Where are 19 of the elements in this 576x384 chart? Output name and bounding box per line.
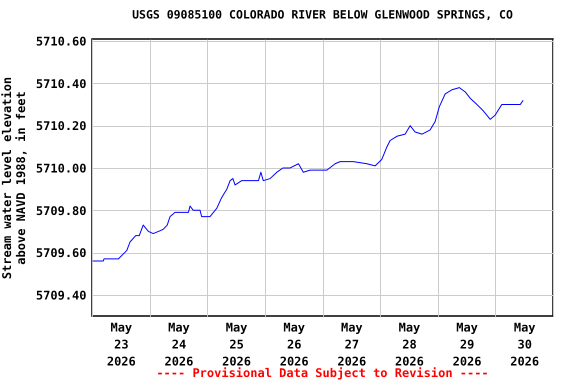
x-tick-label: May 28 2026: [394, 320, 424, 368]
y-tick-label: 5709.80: [36, 204, 86, 218]
x-tick-label: May 26 2026: [280, 320, 309, 368]
chart-title: USGS 09085100 COLORADO RIVER BELOW GLENWOOD SPRINGS, CO: [132, 8, 513, 22]
x-tick-label: May 23 2026: [106, 320, 136, 368]
y-tick-label: 5709.40: [36, 288, 86, 302]
y-tick-label: 5710.00: [36, 161, 86, 176]
x-tick-label: May 24 2026: [164, 320, 194, 368]
x-tick-label: May 30 2026: [510, 320, 540, 368]
x-tick-label: May 25 2026: [222, 320, 252, 368]
x-tick-label: May 29 2026: [452, 320, 482, 368]
line-series: [92, 87, 524, 262]
y-axis-title: Stream water level elevation above NAVD 1988, in feet: [0, 76, 28, 280]
y-tick-label: 5710.40: [36, 76, 86, 91]
text: ---- Provisional Data Subject to Revision ----: [156, 366, 489, 380]
y-tick-label: 5710.20: [36, 119, 86, 134]
x-tick-label: May 27 2026: [337, 320, 366, 368]
y-tick-label: 5710.60: [36, 34, 86, 49]
y-tick-label: 5709.60: [36, 246, 86, 260]
